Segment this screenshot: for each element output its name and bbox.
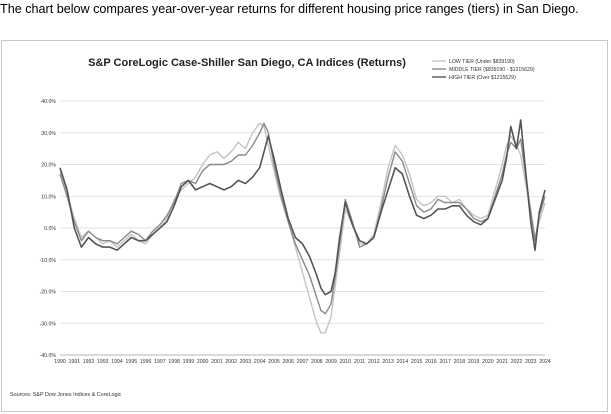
x-tick-label: 2023 xyxy=(525,359,537,365)
x-tick-label: 2014 xyxy=(397,359,409,365)
chart-frame: S&P CoreLogic Case-Shiller San Diego, CA… xyxy=(1,40,608,412)
x-tick-label: 2000 xyxy=(197,359,209,365)
x-tick-label: 2004 xyxy=(254,359,266,365)
y-tick-label: 30.0% xyxy=(41,131,56,137)
x-tick-label: 2003 xyxy=(240,359,252,365)
x-tick-label: 2002 xyxy=(225,359,237,365)
x-tick-label: 1990 xyxy=(54,359,66,365)
series-line-2 xyxy=(59,122,546,315)
x-tick-label: 2008 xyxy=(311,359,323,365)
chart-legend: LOW TIER (Under $839190) MIDDLE TIER ($83… xyxy=(432,59,535,81)
x-tick-label: 2017 xyxy=(439,359,451,365)
x-tick-label: 2016 xyxy=(425,359,437,365)
y-tick-label: 0.0% xyxy=(44,226,56,232)
x-tick-label: 1999 xyxy=(183,359,195,365)
x-tick-label: 2005 xyxy=(268,359,280,365)
series-line-3 xyxy=(59,119,546,296)
x-tick-label: 2019 xyxy=(468,359,480,365)
x-tick-label: 1993 xyxy=(97,359,109,365)
x-axis-tick-labels: 1990 1991 1992 1993 1994 1995 1996 1997 1998 1999… xyxy=(54,359,551,365)
x-tick-label: 2011 xyxy=(354,359,365,365)
x-tick-label: 2018 xyxy=(454,359,466,365)
x-tick-label: 1997 xyxy=(154,359,166,365)
x-tick-label: 2009 xyxy=(325,359,337,365)
legend-label: HIGH TIER (Over $1215629) xyxy=(449,75,516,81)
x-tick-label: 2006 xyxy=(282,359,294,365)
chart-title: S&P CoreLogic Case-Shiller San Diego, CA… xyxy=(88,57,406,69)
source-note: Sources: S&P Dow Jones Indices & CoreLog… xyxy=(10,392,122,398)
x-tick-label: 2001 xyxy=(211,359,223,365)
x-tick-label: 2007 xyxy=(297,359,309,365)
x-tick-label: 2022 xyxy=(511,359,523,365)
x-tick-label: 2020 xyxy=(482,359,494,365)
intro-paragraph: The chart below compares year-over-year … xyxy=(0,2,579,16)
y-tick-label: -30.0% xyxy=(40,321,57,327)
y-tick-label: 10.0% xyxy=(41,194,56,200)
x-tick-label: 1991 xyxy=(68,359,80,365)
legend-label: LOW TIER (Under $839190) xyxy=(449,59,515,65)
x-tick-label: 2012 xyxy=(368,359,380,365)
y-tick-label: 20.0% xyxy=(41,163,56,169)
x-tick-label: 2010 xyxy=(340,359,352,365)
y-tick-label: 40.0% xyxy=(41,99,56,105)
y-tick-label: -20.0% xyxy=(40,290,57,296)
x-tick-label: 2013 xyxy=(382,359,394,365)
line-chart: S&P CoreLogic Case-Shiller San Diego, CA… xyxy=(10,57,551,398)
x-tick-label: 1992 xyxy=(83,359,95,365)
series-line-1 xyxy=(59,122,546,334)
gridlines xyxy=(60,100,545,356)
x-tick-label: 1995 xyxy=(126,359,138,365)
x-tick-label: 2024 xyxy=(539,359,551,365)
x-tick-label: 1994 xyxy=(111,359,123,365)
y-tick-label: -10.0% xyxy=(40,258,57,264)
series-lines xyxy=(59,119,546,334)
x-tick-label: 1996 xyxy=(140,359,152,365)
x-tick-label: 2015 xyxy=(411,359,423,365)
y-axis-tick-labels: 40.0% 30.0% 20.0% 10.0% 0.0% -10.0% -20.0% -30.… xyxy=(40,99,57,359)
x-tick-label: 2021 xyxy=(496,359,508,365)
legend-label: MIDDLE TIER ($839190 - $1215629) xyxy=(449,67,535,73)
x-tick-label: 1998 xyxy=(168,359,180,365)
y-tick-label: -40.0% xyxy=(40,353,57,359)
